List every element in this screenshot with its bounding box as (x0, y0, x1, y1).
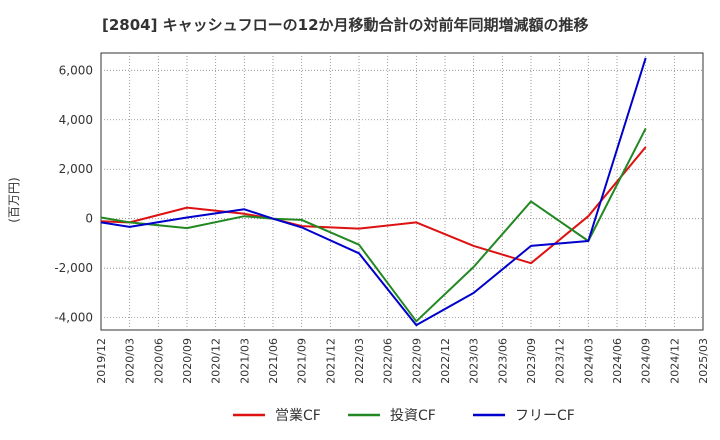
y-tick-label: 0 (85, 212, 93, 226)
x-tick-label: 2021/12 (324, 338, 337, 384)
series-lines (100, 57, 647, 327)
x-tick-label: 2022/06 (382, 338, 395, 384)
x-tick-label: 2024/09 (640, 338, 653, 384)
x-tick-label: 2021/06 (267, 338, 280, 384)
y-tick-label: 6,000 (59, 63, 93, 77)
y-tick-label: 4,000 (59, 113, 93, 127)
y-axis-ticks: -4,000 -2,000 0 2,000 4,000 6,000 (54, 63, 93, 324)
plot-area (100, 52, 704, 331)
x-tick-label: 2025/03 (697, 338, 710, 384)
legend-label: フリーCF (515, 408, 575, 424)
x-tick-label: 2024/03 (582, 338, 595, 384)
x-tick-label: 2021/09 (296, 338, 309, 384)
x-tick-label: 2023/12 (554, 338, 567, 384)
x-axis-ticks: 2019/12 2020/03 2020/06 2020/09 2020/12 2021/… (95, 338, 710, 384)
legend-label: 投資CF (390, 408, 436, 424)
legend: 営業CF 投資CF フリーCF (233, 408, 575, 424)
y-axis-label: (百万円) (7, 177, 21, 222)
series-line-1 (100, 146, 647, 265)
chart-title: [2804] キャッシュフローの12か月移動合計の対前年同期増減額の推移 (102, 16, 589, 34)
y-tick-label: 2,000 (59, 162, 93, 176)
x-tick-label: 2023/03 (468, 338, 481, 384)
x-tick-label: 2024/12 (668, 338, 681, 384)
x-tick-label: 2020/12 (210, 338, 223, 384)
x-tick-label: 2021/03 (238, 338, 251, 384)
y-tick-label: -2,000 (54, 261, 93, 275)
gridlines (101, 53, 703, 330)
x-tick-label: 2023/06 (496, 338, 509, 384)
x-tick-label: 2024/06 (611, 338, 624, 384)
x-tick-label: 2020/09 (181, 338, 194, 384)
legend-label: 営業CF (275, 408, 321, 424)
x-tick-label: 2022/03 (353, 338, 366, 384)
series-line-3 (100, 57, 647, 327)
x-tick-label: 2022/09 (410, 338, 423, 384)
x-tick-label: 2023/09 (525, 338, 538, 384)
series-line-2 (100, 127, 647, 323)
x-tick-label: 2020/06 (152, 338, 165, 384)
x-tick-label: 2019/12 (95, 338, 108, 384)
x-tick-label: 2022/12 (439, 338, 452, 384)
y-tick-label: -4,000 (54, 311, 93, 325)
x-tick-label: 2020/03 (124, 338, 137, 384)
